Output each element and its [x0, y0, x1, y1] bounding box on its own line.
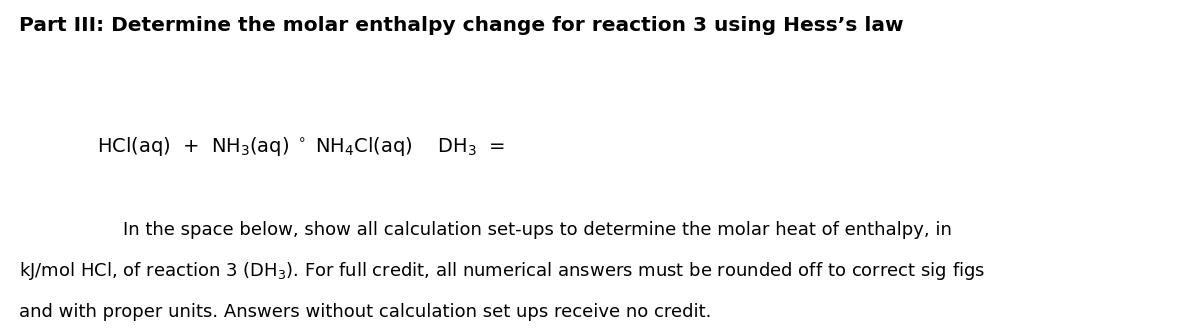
Text: In the space below, show all calculation set-ups to determine the molar heat of : In the space below, show all calculation… [124, 220, 952, 238]
Text: kJ/mol HCl, of reaction 3 (DH$_3$). For full credit, all numerical answers must : kJ/mol HCl, of reaction 3 (DH$_3$). For … [19, 260, 985, 282]
Text: HCl(aq)  +  NH$_3$(aq) $^\circ$ NH$_4$Cl(aq)    DH$_3$  =: HCl(aq) + NH$_3$(aq) $^\circ$ NH$_4$Cl(a… [97, 135, 505, 158]
Text: and with proper units. Answers without calculation set ups receive no credit.: and with proper units. Answers without c… [19, 303, 712, 321]
Text: Part III: Determine the molar enthalpy change for reaction 3 using Hess’s law: Part III: Determine the molar enthalpy c… [19, 16, 904, 35]
